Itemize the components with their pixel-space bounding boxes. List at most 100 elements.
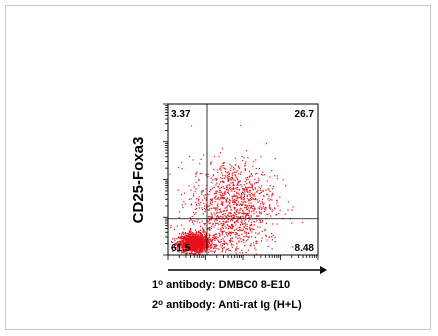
scatter-point: [244, 207, 245, 208]
scatter-point: [218, 224, 219, 225]
scatter-point: [277, 175, 278, 176]
scatter-point: [221, 229, 222, 230]
scatter-point: [230, 206, 231, 207]
scatter-point: [236, 249, 237, 250]
scatter-point: [238, 241, 239, 242]
scatter-point: [226, 201, 227, 202]
scatter-point: [260, 220, 261, 221]
scatter-point: [192, 232, 193, 233]
scatter-point: [251, 222, 252, 223]
scatter-point: [228, 228, 229, 229]
scatter-point: [252, 185, 253, 186]
scatter-point: [227, 192, 228, 193]
scatter-point: [245, 177, 246, 178]
scatter-point: [277, 224, 278, 225]
scatter-point: [189, 240, 190, 241]
scatter-point: [222, 148, 223, 149]
scatter-point: [242, 210, 243, 211]
scatter-point: [228, 250, 229, 251]
scatter-point: [207, 245, 208, 246]
scatter-point: [197, 235, 198, 236]
scatter-point: [208, 194, 209, 195]
scatter-point: [238, 230, 239, 231]
scatter-point: [224, 231, 225, 232]
scatter-point: [255, 173, 256, 174]
scatter-point: [210, 235, 211, 236]
scatter-point: [205, 231, 206, 232]
scatter-point: [237, 184, 238, 185]
scatter-point: [266, 239, 267, 240]
scatter-point: [217, 237, 218, 238]
scatter-point: [250, 183, 251, 184]
scatter-point: [227, 206, 228, 207]
scatter-point: [220, 181, 221, 182]
scatter-point: [255, 199, 256, 200]
scatter-point: [183, 201, 184, 202]
scatter-point: [221, 241, 222, 242]
scatter-point: [200, 245, 201, 246]
scatter-point: [208, 206, 209, 207]
scatter-point: [237, 198, 238, 199]
scatter-point: [237, 189, 238, 190]
scatter-point: [185, 232, 186, 233]
scatter-point: [242, 216, 243, 217]
scatter-point: [230, 242, 231, 243]
scatter-point: [211, 213, 212, 214]
scatter-point: [262, 172, 263, 173]
scatter-point: [215, 184, 216, 185]
scatter-point: [208, 249, 209, 250]
scatter-point: [230, 238, 231, 239]
scatter-point: [195, 188, 196, 189]
scatter-point: [240, 230, 241, 231]
scatter-point: [246, 236, 247, 237]
scatter-point: [209, 243, 210, 244]
scatter-point: [211, 162, 212, 163]
scatter-point: [233, 232, 234, 233]
scatter-point: [213, 227, 214, 228]
scatter-point: [270, 215, 271, 216]
scatter-point: [258, 178, 259, 179]
scatter-point: [200, 240, 201, 241]
scatter-point: [256, 192, 257, 193]
scatter-point: [171, 225, 172, 226]
scatter-point: [196, 232, 197, 233]
scatter-point: [226, 207, 227, 208]
scatter-point: [219, 192, 220, 193]
scatter-point: [202, 242, 203, 243]
scatter-point: [216, 180, 217, 181]
scatter-point: [194, 243, 195, 244]
scatter-point: [174, 238, 175, 239]
scatter-point: [236, 246, 237, 247]
scatter-point: [235, 165, 236, 166]
scatter-point: [241, 220, 242, 221]
scatter-point: [235, 188, 236, 189]
scatter-point: [222, 193, 223, 194]
scatter-point: [228, 234, 229, 235]
scatter-point: [242, 230, 243, 231]
scatter-point: [241, 194, 242, 195]
scatter-point: [222, 165, 223, 166]
scatter-point: [249, 213, 250, 214]
scatter-point: [241, 213, 242, 214]
scatter-point: [214, 187, 215, 188]
scatter-point: [274, 175, 275, 176]
scatter-point: [204, 240, 205, 241]
scatter-point: [256, 211, 257, 212]
scatter-point: [227, 236, 228, 237]
scatter-point: [236, 216, 237, 217]
scatter-point: [250, 200, 251, 201]
scatter-point: [216, 245, 217, 246]
scatter-point: [233, 182, 234, 183]
scatter-point: [204, 206, 205, 207]
scatter-point: [252, 175, 253, 176]
quadrant-lower-right: 8.48: [295, 243, 315, 254]
scatter-point: [217, 179, 218, 180]
scatter-point: [224, 236, 225, 237]
scatter-point: [222, 178, 223, 179]
scatter-point: [236, 193, 237, 194]
scatter-point: [217, 186, 218, 187]
scatter-point: [190, 190, 191, 191]
scatter-point: [253, 205, 254, 206]
scatter-point: [239, 205, 240, 206]
